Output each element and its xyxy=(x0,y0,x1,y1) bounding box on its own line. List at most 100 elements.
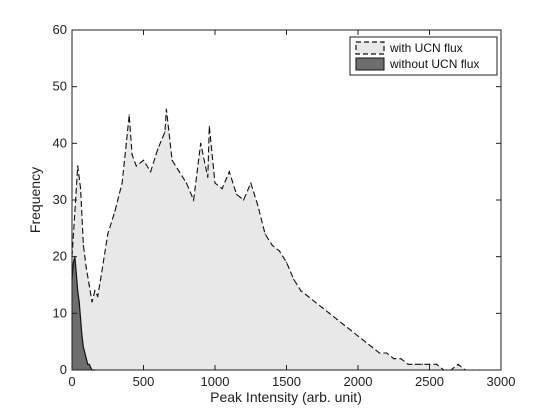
data-point-0-4 xyxy=(82,244,84,246)
y-tick-label-2: 20 xyxy=(53,249,67,264)
data-point-1-9 xyxy=(84,352,86,354)
data-point-0-64 xyxy=(457,363,459,365)
data-point-1-5 xyxy=(78,301,80,303)
data-point-0-7 xyxy=(91,301,93,303)
data-point-0-41 xyxy=(293,278,295,280)
x-axis-title: Peak Intensity (arb. unit) xyxy=(210,389,362,405)
data-point-0-12 xyxy=(114,210,116,212)
data-point-0-31 xyxy=(221,188,223,190)
data-point-0-48 xyxy=(343,324,345,326)
data-point-0-25 xyxy=(185,182,187,184)
data-point-0-9 xyxy=(97,295,99,297)
data-point-0-23 xyxy=(171,159,173,161)
y-tick-label-1: 10 xyxy=(53,305,67,320)
data-point-0-29 xyxy=(208,125,210,127)
data-point-0-37 xyxy=(264,233,266,235)
data-point-0-19 xyxy=(150,171,152,173)
data-point-0-44 xyxy=(314,301,316,303)
data-point-0-14 xyxy=(125,142,127,144)
data-point-0-15 xyxy=(128,114,130,116)
data-point-0-22 xyxy=(165,108,167,110)
x-tick-label-0: 0 xyxy=(68,374,75,389)
data-point-1-1 xyxy=(72,261,74,263)
data-point-0-18 xyxy=(142,159,145,161)
data-point-1-6 xyxy=(80,318,82,320)
data-point-0-58 xyxy=(414,363,416,365)
data-point-0-26 xyxy=(193,199,195,201)
data-point-0-49 xyxy=(350,329,352,331)
y-tick-label-4: 40 xyxy=(53,135,67,150)
legend-label-without-ucn-flux: without UCN flux xyxy=(389,57,479,71)
data-point-0-30 xyxy=(214,182,216,184)
data-point-0-40 xyxy=(285,261,288,263)
data-point-1-11 xyxy=(87,363,89,365)
data-point-0-28 xyxy=(207,176,209,178)
data-point-0-56 xyxy=(400,358,402,360)
data-point-0-61 xyxy=(436,363,438,365)
data-point-0-42 xyxy=(300,290,302,292)
data-point-0-3 xyxy=(80,188,82,190)
data-point-0-6 xyxy=(88,284,90,286)
x-tick-label-1: 500 xyxy=(133,374,155,389)
data-point-0-16 xyxy=(131,154,133,156)
data-point-0-21 xyxy=(164,131,166,133)
data-point-0-2 xyxy=(77,165,79,167)
data-point-0-45 xyxy=(321,307,323,309)
data-point-0-52 xyxy=(371,346,373,348)
y-tick-label-6: 60 xyxy=(53,22,67,37)
data-point-0-53 xyxy=(378,352,380,354)
data-point-0-10 xyxy=(100,278,102,280)
data-point-0-24 xyxy=(178,171,180,173)
data-point-1-12 xyxy=(88,363,90,365)
x-tick-label-5: 2500 xyxy=(415,374,444,389)
y-tick-label-5: 50 xyxy=(53,79,67,94)
data-point-0-46 xyxy=(328,312,330,314)
data-point-0-5 xyxy=(85,267,87,269)
x-tick-label-6: 3000 xyxy=(487,374,516,389)
data-point-0-47 xyxy=(336,318,338,320)
data-point-1-8 xyxy=(82,346,84,348)
series-area-0 xyxy=(72,109,494,371)
legend-label-with-ucn-flux: with UCN flux xyxy=(389,41,463,55)
data-point-0-43 xyxy=(307,295,309,297)
data-point-0-60 xyxy=(428,363,431,365)
x-tick-label-2: 1000 xyxy=(201,374,230,389)
series-line-0 xyxy=(71,109,494,371)
data-point-0-20 xyxy=(157,148,159,150)
data-point-1-7 xyxy=(81,335,83,337)
x-tick-label-3: 1500 xyxy=(272,374,301,389)
legend-swatch-without-ucn-flux xyxy=(355,57,385,71)
data-point-0-59 xyxy=(421,363,423,365)
data-point-0-11 xyxy=(107,233,109,235)
data-point-0-36 xyxy=(257,205,259,207)
series-area-1 xyxy=(72,256,95,370)
data-point-0-32 xyxy=(228,171,230,173)
data-point-0-57 xyxy=(407,363,409,365)
x-axis-ticks: 0 500 1000 1500 2000 2500 3000 xyxy=(68,30,515,389)
data-point-0-1 xyxy=(74,210,76,212)
legend-swatch-with-ucn-flux xyxy=(355,41,385,55)
x-tick-label-4: 2000 xyxy=(344,374,373,389)
data-point-0-17 xyxy=(135,165,137,167)
data-point-0-33 xyxy=(235,193,238,195)
data-point-1-4 xyxy=(77,290,79,292)
data-point-0-51 xyxy=(364,341,366,343)
data-point-0-38 xyxy=(271,244,273,246)
data-point-0-8 xyxy=(94,290,96,292)
data-point-1-3 xyxy=(75,273,77,275)
data-point-1-10 xyxy=(85,358,87,360)
data-point-0-35 xyxy=(250,182,252,184)
y-axis-title: Frequency xyxy=(27,167,43,233)
y-tick-label-3: 30 xyxy=(53,192,67,207)
data-point-0-39 xyxy=(278,250,280,252)
data-point-0-55 xyxy=(393,358,395,360)
y-tick-label-0: 0 xyxy=(60,362,67,377)
data-point-0-34 xyxy=(243,199,245,201)
data-point-0-54 xyxy=(386,352,388,354)
data-point-0-27 xyxy=(200,142,202,144)
legend: with UCN flux without UCN flux xyxy=(349,36,498,76)
y-axis-ticks: 0 10 20 30 40 50 60 xyxy=(53,22,501,377)
data-point-0-13 xyxy=(121,182,123,184)
data-point-0-50 xyxy=(357,335,359,337)
